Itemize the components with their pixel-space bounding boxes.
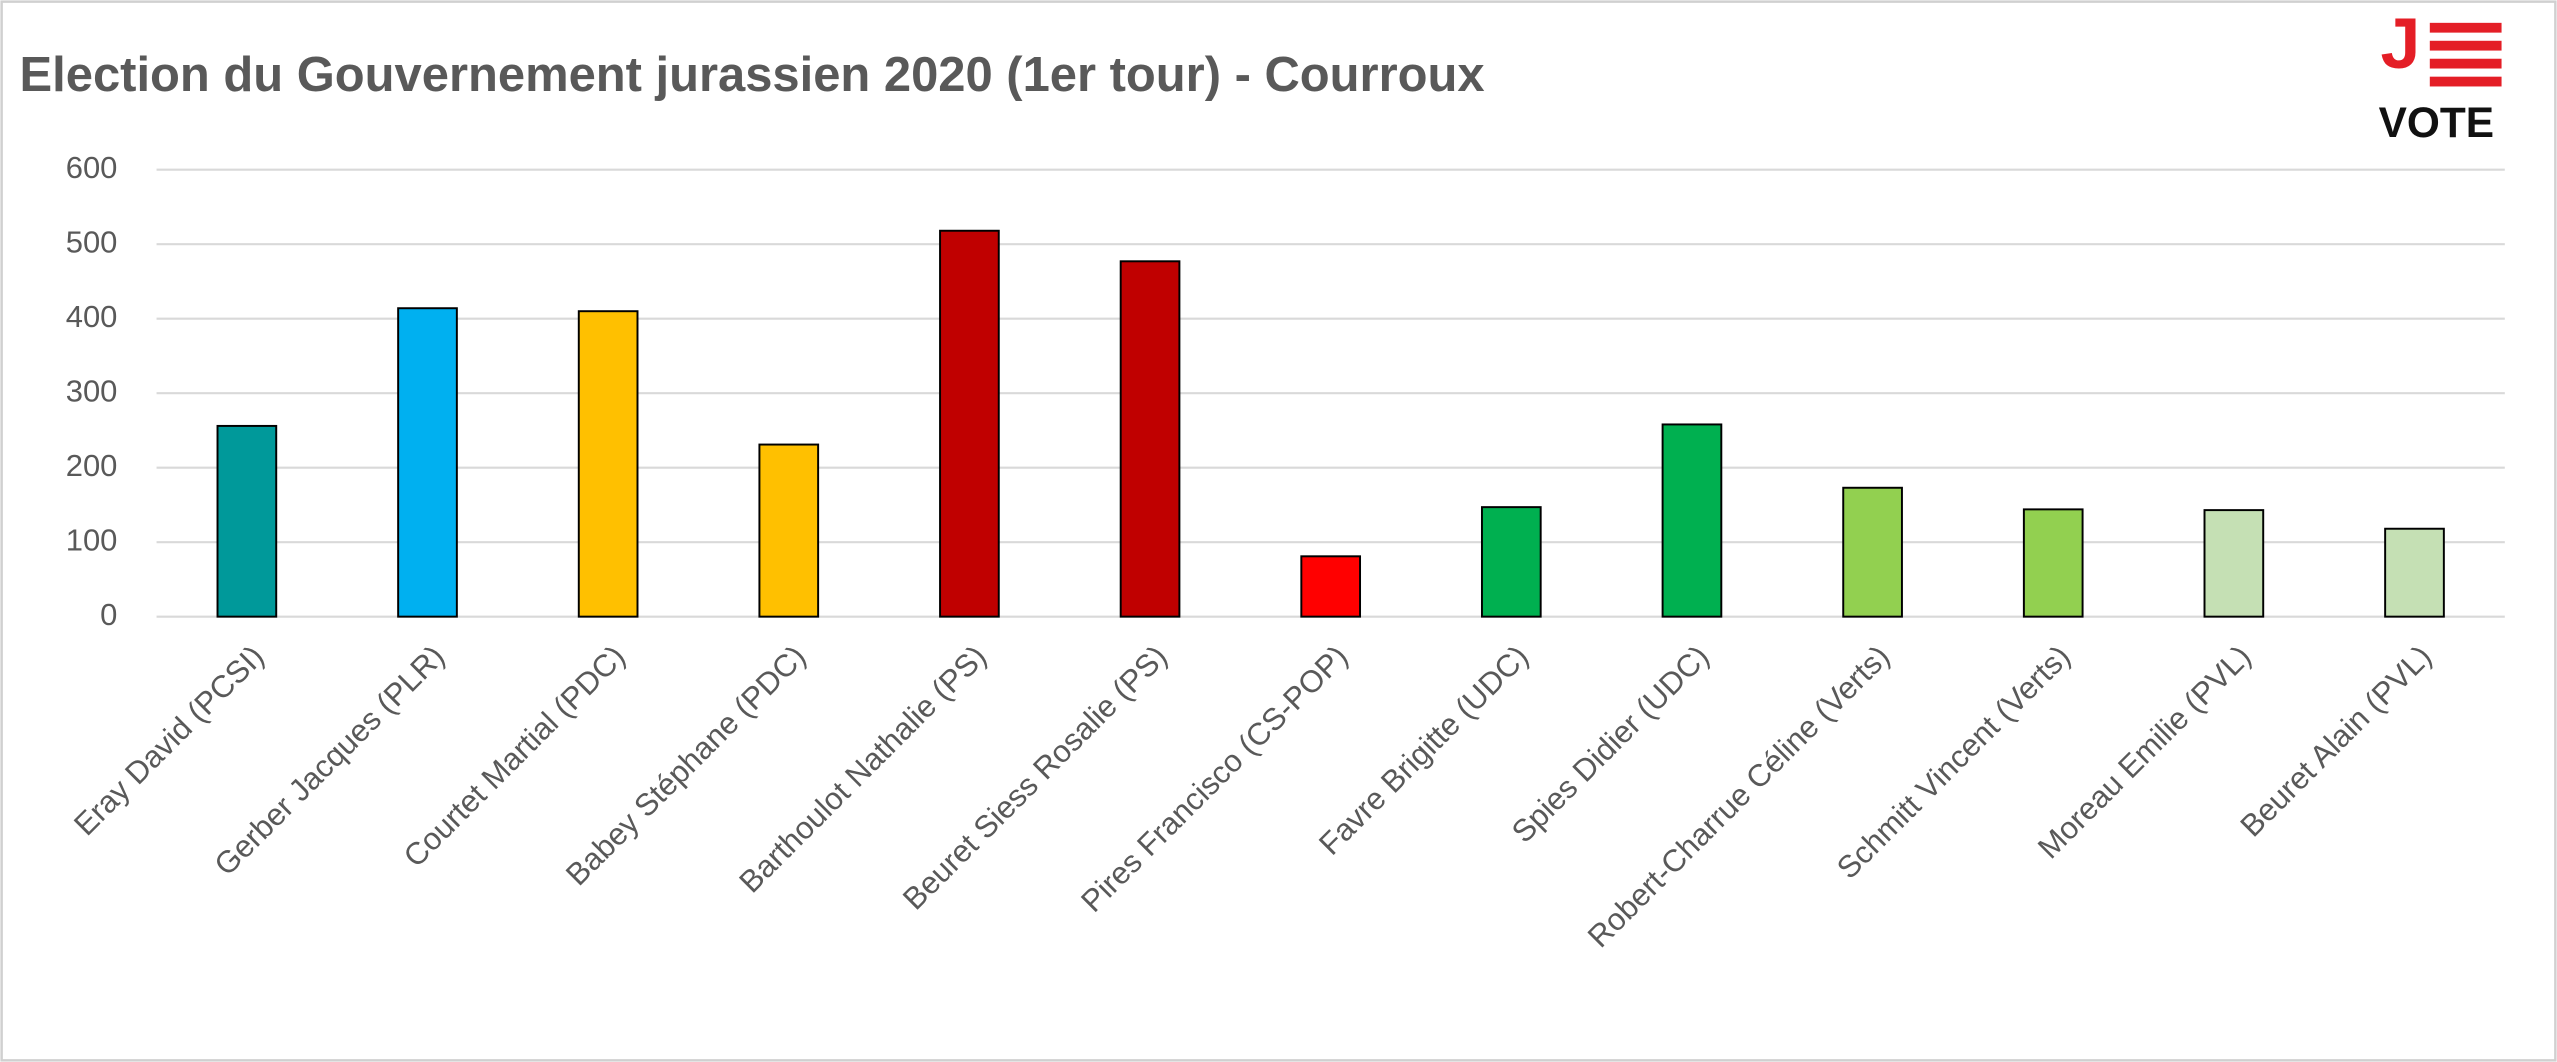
- bar: [397, 307, 458, 618]
- y-tick-label: 400: [66, 299, 118, 334]
- logo-text: VOTE: [2379, 99, 2494, 146]
- y-tick-label: 0: [100, 597, 117, 632]
- bar: [1480, 506, 1542, 618]
- bar: [1661, 423, 1723, 618]
- logo-letter: J: [2380, 4, 2420, 84]
- logo-stripe: [2429, 76, 2502, 87]
- bar: [2203, 509, 2265, 618]
- y-tick-label: 200: [66, 448, 118, 483]
- bar: [939, 229, 1000, 618]
- bar: [1300, 555, 1362, 618]
- bar: [577, 310, 639, 618]
- bar: [216, 424, 278, 618]
- logo-stripe: [2429, 22, 2502, 33]
- y-tick-label: 100: [66, 522, 118, 557]
- bar: [1119, 260, 1181, 618]
- bar: [1842, 486, 1903, 618]
- bar: [2022, 508, 2084, 618]
- chart-title: Election du Gouvernement jurassien 2020 …: [20, 48, 1485, 102]
- bar: [2384, 527, 2445, 618]
- bar: [758, 443, 820, 618]
- y-tick-label: 300: [66, 373, 118, 408]
- y-tick-label: 500: [66, 224, 118, 259]
- logo-stripe: [2429, 58, 2502, 69]
- logo-stripe: [2429, 40, 2502, 51]
- logo: J VOTE: [2379, 4, 2502, 146]
- y-tick-label: 600: [66, 150, 118, 185]
